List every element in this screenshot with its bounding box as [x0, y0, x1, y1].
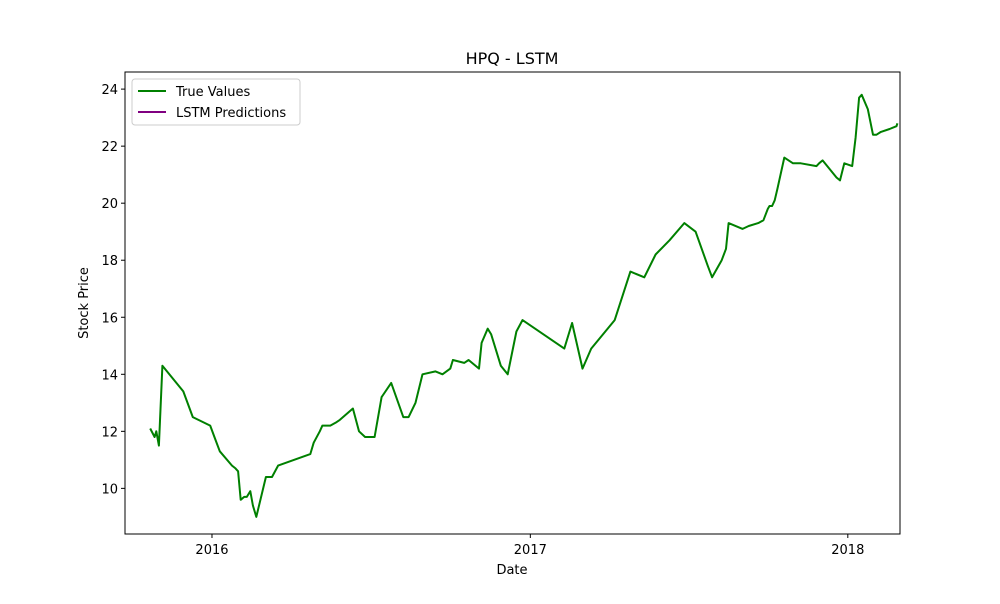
y-tick-label: 18: [101, 254, 118, 269]
y-tick-label: 14: [101, 368, 118, 383]
legend: True Values LSTM Predictions: [131, 78, 301, 126]
y-tick-label: 12: [101, 425, 118, 440]
legend-label-1: LSTM Predictions: [176, 106, 286, 121]
x-tick-label: 2016: [195, 543, 228, 558]
chart-title: HPQ - LSTM: [466, 49, 559, 68]
ticks-layer: 10 12 14 16 18 20 22 24 2016 2017 2018: [101, 83, 864, 558]
x-tick-label: 2017: [514, 543, 547, 558]
y-tick-label: 24: [101, 83, 118, 98]
y-axis-label: Stock Price: [77, 267, 92, 339]
y-tick-label: 20: [101, 197, 118, 212]
legend-frame: [131, 78, 301, 126]
legend-label-0: True Values: [175, 85, 250, 100]
x-tick-label: 2018: [831, 543, 864, 558]
series-layer: [149, 93, 899, 518]
y-tick-label: 16: [101, 311, 118, 326]
series-line-0: [149, 93, 899, 518]
y-tick-label: 10: [101, 482, 118, 497]
plot-area: [124, 71, 901, 535]
x-axis-label: Date: [496, 563, 527, 578]
y-tick-label: 22: [101, 140, 118, 155]
